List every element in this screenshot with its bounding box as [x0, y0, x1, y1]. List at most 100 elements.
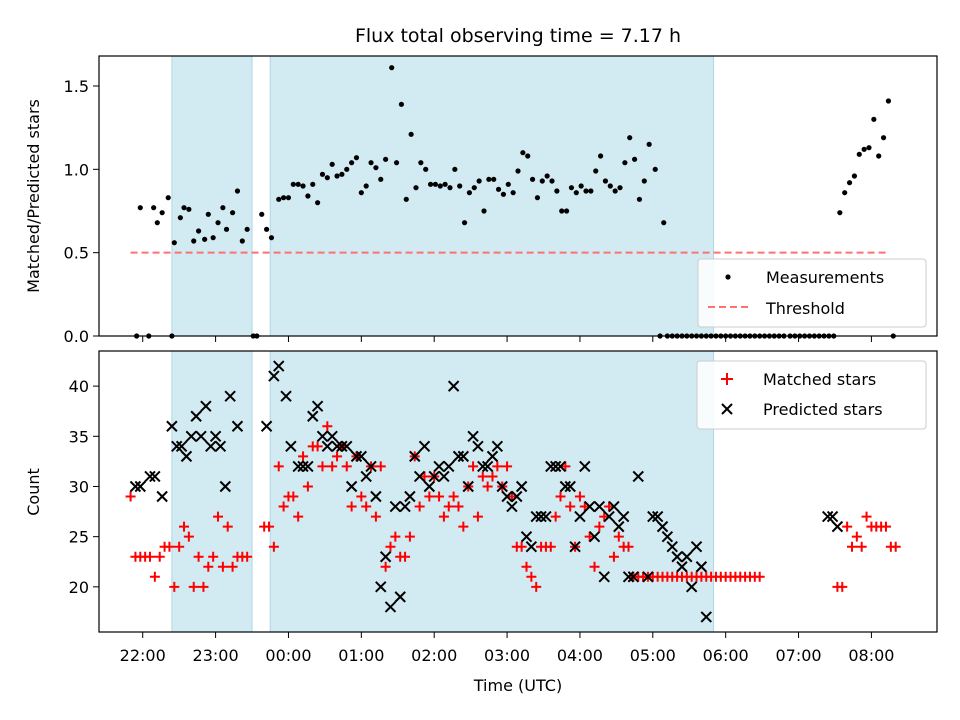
predicted-star-point	[273, 360, 285, 372]
measurement-point	[593, 168, 599, 174]
x-axis-label: Time (UTC)	[473, 676, 562, 695]
matched-star-point	[565, 501, 576, 512]
matched-star-point	[594, 521, 605, 532]
measurement-point	[588, 188, 594, 194]
matched-star-point	[880, 521, 891, 532]
matched-star-point	[346, 501, 357, 512]
predicted-star-point	[821, 510, 834, 523]
measurement-point	[856, 151, 862, 157]
matched-star-point	[521, 561, 532, 572]
predicted-star-point	[651, 510, 664, 523]
predicted-star-point	[433, 460, 445, 473]
y-tick-label: 0.0	[64, 327, 89, 346]
matched-star-point	[506, 491, 517, 502]
predicted-star-point	[149, 470, 161, 483]
measurement-point	[191, 238, 197, 244]
measurement-point	[534, 195, 541, 201]
matched-star-point	[754, 571, 765, 582]
measurement-point	[866, 145, 872, 151]
x-tick-label: 07:00	[775, 646, 821, 665]
matched-star-point	[502, 461, 513, 472]
measurement-point	[442, 181, 448, 187]
matched-star-point	[208, 551, 219, 562]
measurement-point	[432, 181, 439, 187]
predicted-star-point	[647, 510, 659, 523]
measurement-point	[378, 176, 384, 182]
matched-star-point	[550, 511, 561, 522]
matched-star-point	[424, 491, 435, 502]
y-tick-label: 25	[69, 528, 89, 547]
matched-star-point	[222, 521, 233, 532]
matched-star-point	[227, 561, 238, 572]
matched-star-point	[856, 541, 867, 552]
measurement-point	[344, 166, 350, 172]
measurement-point	[846, 180, 853, 186]
matched-star-point	[198, 581, 209, 592]
matched-star-point	[438, 511, 449, 522]
matched-star-point	[380, 561, 391, 572]
x-tick-label: 01:00	[338, 646, 384, 665]
predicted-star-point	[632, 470, 644, 483]
predicted-star-point	[671, 551, 683, 563]
measurement-point	[181, 205, 187, 211]
matched-star-point	[164, 541, 175, 552]
measurement-point	[617, 185, 623, 191]
predicted-star-point	[302, 460, 314, 473]
observing-window-shading	[171, 55, 715, 337]
predicted-star-point	[321, 440, 334, 453]
predicted-star-point	[336, 440, 348, 453]
measurement-point	[281, 195, 287, 201]
measurement-point	[602, 178, 609, 184]
measurement-point	[452, 166, 458, 172]
predicted-star-point	[525, 540, 538, 553]
predicted-star-point	[219, 480, 232, 493]
measurement-point	[324, 175, 330, 181]
matched-star-point	[419, 471, 430, 482]
predicted-star-point	[622, 571, 635, 583]
predicted-star-point	[627, 571, 640, 583]
predicted-star-point	[540, 510, 552, 523]
matched-star-point	[169, 581, 180, 592]
measurement-point	[295, 181, 301, 187]
predicted-star-point	[428, 470, 440, 483]
matched-star-point	[613, 531, 624, 542]
predicted-star-point	[260, 420, 273, 432]
measurement-point	[661, 220, 667, 226]
predicted-star-point	[549, 460, 562, 473]
predicted-star-point	[481, 460, 494, 473]
matched-star-point	[531, 581, 542, 592]
measurement-point	[505, 181, 511, 187]
matched-star-point	[322, 421, 333, 432]
predicted-star-point	[613, 520, 625, 533]
predicted-star-point	[515, 480, 528, 493]
predicted-star-point	[129, 480, 142, 493]
predicted-star-point	[399, 500, 411, 513]
predicted-star-point	[676, 561, 688, 573]
matched-star-point	[526, 571, 537, 582]
matched-star-point	[356, 491, 367, 502]
count-y-axis-label: Count	[24, 468, 43, 516]
measurement-point	[612, 188, 618, 194]
matched-star-point	[472, 511, 483, 522]
matched-star-point	[516, 541, 527, 552]
legend-predicted-label: Predicted stars	[763, 400, 883, 419]
measurement-point	[851, 173, 858, 179]
ratio-y-axis-label: Matched/Predicted stars	[24, 99, 43, 293]
matched-star-point	[327, 461, 338, 472]
legend-predicted-marker	[721, 403, 733, 415]
measurement-point	[202, 236, 208, 242]
matched-star-point	[179, 521, 190, 532]
predicted-star-point	[491, 440, 504, 453]
legend-measurements-marker	[725, 274, 731, 280]
measurement-point	[466, 190, 473, 196]
matched-star-point	[125, 491, 136, 502]
measurement-point	[137, 205, 143, 211]
measurement-point	[641, 178, 647, 184]
x-tick-label: 05:00	[630, 646, 676, 665]
measurement-point	[568, 185, 575, 191]
measurement-point	[837, 210, 843, 216]
predicted-star-point	[195, 430, 207, 443]
predicted-star-point	[681, 551, 693, 563]
matched-star-point	[385, 541, 396, 552]
predicted-star-point	[462, 480, 474, 493]
